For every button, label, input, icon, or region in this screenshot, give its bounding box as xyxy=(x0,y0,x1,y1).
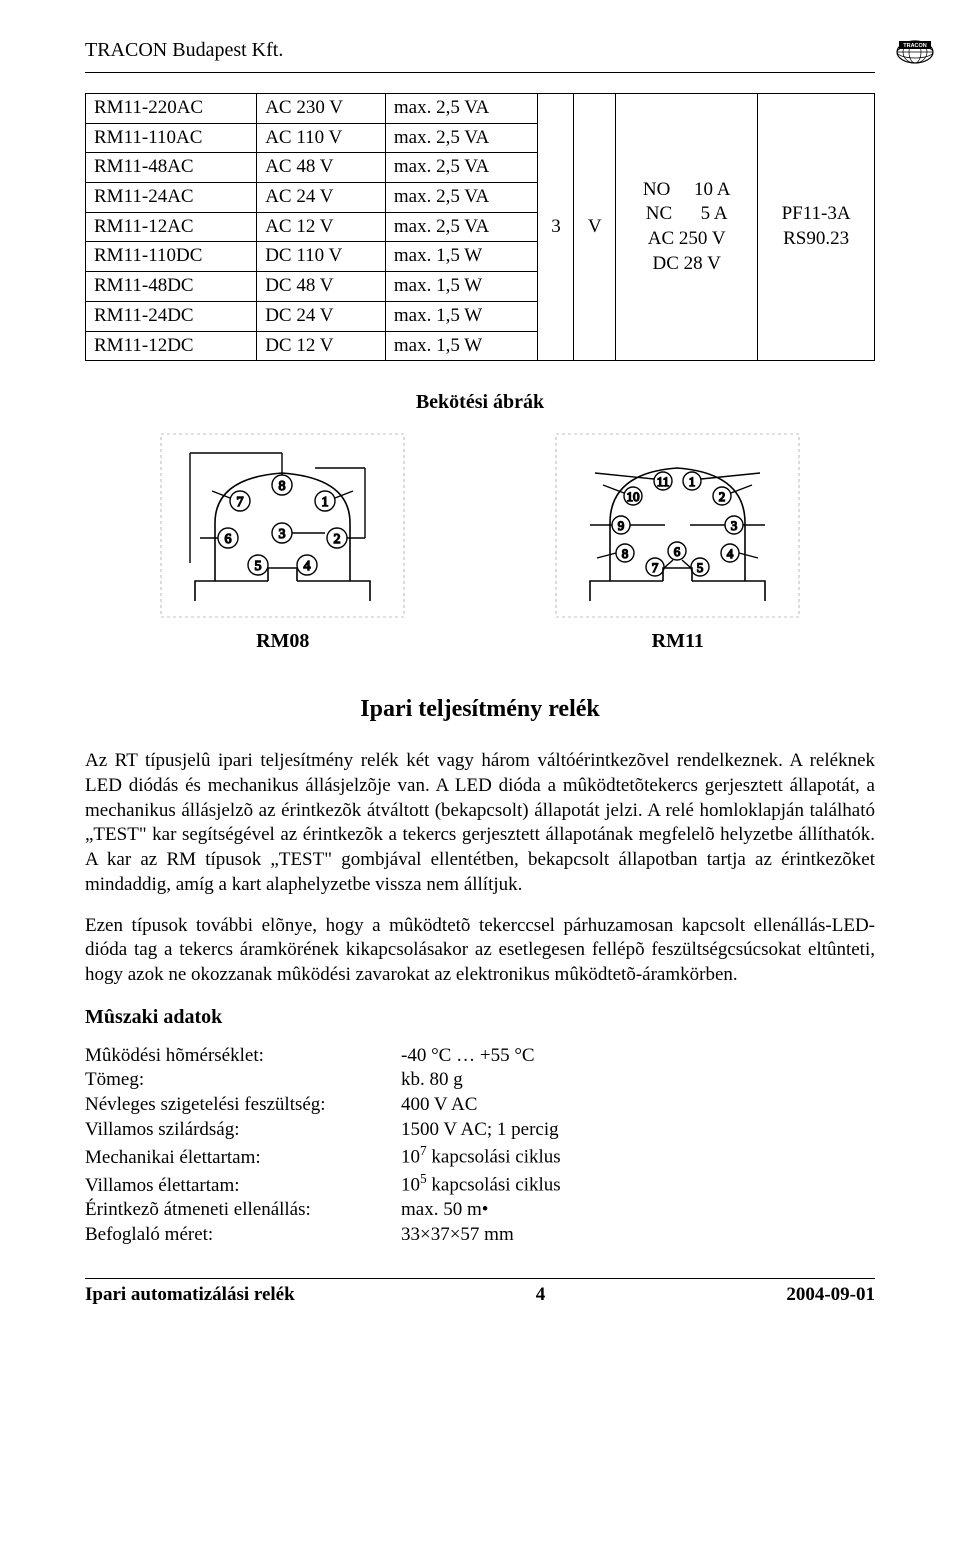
table-cell: RM11-12AC xyxy=(86,212,257,242)
spec-row: Befoglaló méret:33×37×57 mm xyxy=(85,1223,567,1248)
paragraph-2: Ezen típusok további elõnye, hogy a mûkö… xyxy=(85,914,875,988)
spec-label: Mechanikai élettartam: xyxy=(85,1142,401,1170)
spec-value: kb. 80 g xyxy=(401,1068,567,1093)
svg-text:7: 7 xyxy=(652,560,659,575)
table-cell-merged: PF11-3A RS90.23 xyxy=(758,94,875,361)
table-cell: DC 48 V xyxy=(257,272,386,302)
spec-row: Villamos élettartam:105 kapcsolási ciklu… xyxy=(85,1170,567,1198)
table-cell: AC 12 V xyxy=(257,212,386,242)
table-cell: max. 2,5 VA xyxy=(385,123,538,153)
specs-heading: Mûszaki adatok xyxy=(85,1004,875,1030)
svg-text:6: 6 xyxy=(674,544,681,559)
diagram-rm08: 8 7 1 6 2 3 5 4 xyxy=(160,433,405,618)
table-cell: max. 1,5 W xyxy=(385,242,538,272)
diagram-labels-row: RM08 RM11 xyxy=(85,628,875,654)
spec-row: Villamos szilárdság:1500 V AC; 1 percig xyxy=(85,1118,567,1143)
table-cell: DC 110 V xyxy=(257,242,386,272)
svg-text:10: 10 xyxy=(627,489,640,504)
spec-row: Névleges szigetelési feszültség:400 V AC xyxy=(85,1093,567,1118)
diagram-rm11: 11 1 10 2 9 3 8 4 7 5 6 xyxy=(555,433,800,618)
table-cell: DC 12 V xyxy=(257,331,386,361)
page-header: TRACON Budapest Kft. TRACON xyxy=(85,30,875,73)
tracon-logo-icon: TRACON xyxy=(895,30,935,70)
spec-label: Névleges szigetelési feszültség: xyxy=(85,1093,401,1118)
footer-page-number: 4 xyxy=(536,1283,546,1308)
specs-table: Mûködési hõmérséklet:-40 °C … +55 °CTöme… xyxy=(85,1044,567,1248)
svg-text:4: 4 xyxy=(727,546,734,561)
table-cell: max. 1,5 W xyxy=(385,301,538,331)
diagrams-heading: Bekötési ábrák xyxy=(85,389,875,415)
spec-value: 400 V AC xyxy=(401,1093,567,1118)
spec-value: 1500 V AC; 1 percig xyxy=(401,1118,567,1143)
table-cell: RM11-24DC xyxy=(86,301,257,331)
spec-value: 107 kapcsolási ciklus xyxy=(401,1142,567,1170)
spec-value: 105 kapcsolási ciklus xyxy=(401,1170,567,1198)
spec-row: Mechanikai élettartam:107 kapcsolási cik… xyxy=(85,1142,567,1170)
main-heading: Ipari teljesítmény relék xyxy=(85,694,875,725)
svg-text:6: 6 xyxy=(225,532,232,547)
table-cell: max. 1,5 W xyxy=(385,272,538,302)
table-cell: RM11-12DC xyxy=(86,331,257,361)
table-cell: AC 48 V xyxy=(257,153,386,183)
svg-text:9: 9 xyxy=(618,518,625,533)
svg-text:8: 8 xyxy=(279,479,286,494)
table-row: RM11-220ACAC 230 Vmax. 2,5 VA3VNO 10 A N… xyxy=(86,94,875,124)
table-cell: RM11-48AC xyxy=(86,153,257,183)
page-footer: Ipari automatizálási relék 4 2004-09-01 xyxy=(85,1278,875,1308)
svg-text:3: 3 xyxy=(279,527,286,542)
svg-text:3: 3 xyxy=(731,518,738,533)
table-cell: AC 24 V xyxy=(257,183,386,213)
relay-table: RM11-220ACAC 230 Vmax. 2,5 VA3VNO 10 A N… xyxy=(85,93,875,361)
svg-text:TRACON: TRACON xyxy=(903,43,927,49)
table-cell: max. 2,5 VA xyxy=(385,212,538,242)
spec-label: Befoglaló méret: xyxy=(85,1223,401,1248)
svg-text:1: 1 xyxy=(322,495,329,510)
spec-label: Villamos élettartam: xyxy=(85,1170,401,1198)
table-cell: DC 24 V xyxy=(257,301,386,331)
svg-text:2: 2 xyxy=(719,489,726,504)
spec-label: Tömeg: xyxy=(85,1068,401,1093)
spec-value: -40 °C … +55 °C xyxy=(401,1044,567,1069)
table-cell: AC 230 V xyxy=(257,94,386,124)
spec-row: Érintkezõ átmeneti ellenállás:max. 50 m• xyxy=(85,1198,567,1223)
table-cell: AC 110 V xyxy=(257,123,386,153)
diagram-label-rm11: RM11 xyxy=(652,628,704,654)
table-cell: RM11-48DC xyxy=(86,272,257,302)
paragraph-1: Az RT típusjelû ipari teljesítmény relék… xyxy=(85,749,875,897)
table-cell: RM11-110AC xyxy=(86,123,257,153)
spec-label: Villamos szilárdság: xyxy=(85,1118,401,1143)
spec-row: Tömeg:kb. 80 g xyxy=(85,1068,567,1093)
svg-text:5: 5 xyxy=(697,560,704,575)
svg-text:8: 8 xyxy=(622,546,629,561)
spec-value: max. 50 m• xyxy=(401,1198,567,1223)
diagram-label-rm08: RM08 xyxy=(256,628,309,654)
footer-left: Ipari automatizálási relék xyxy=(85,1283,295,1308)
svg-text:4: 4 xyxy=(304,559,311,574)
footer-date: 2004-09-01 xyxy=(786,1283,875,1308)
svg-text:2: 2 xyxy=(334,532,341,547)
table-cell: RM11-110DC xyxy=(86,242,257,272)
svg-text:5: 5 xyxy=(255,559,262,574)
spec-value: 33×37×57 mm xyxy=(401,1223,567,1248)
table-cell: max. 2,5 VA xyxy=(385,183,538,213)
table-cell: max. 2,5 VA xyxy=(385,94,538,124)
table-cell-merged: 3 xyxy=(538,94,574,361)
table-cell: max. 1,5 W xyxy=(385,331,538,361)
table-cell: RM11-220AC xyxy=(86,94,257,124)
svg-text:11: 11 xyxy=(657,474,670,489)
spec-label: Mûködési hõmérséklet: xyxy=(85,1044,401,1069)
table-cell: RM11-24AC xyxy=(86,183,257,213)
svg-text:7: 7 xyxy=(237,495,244,510)
spec-row: Mûködési hõmérséklet:-40 °C … +55 °C xyxy=(85,1044,567,1069)
table-cell-merged: NO 10 A NC 5 A AC 250 V DC 28 V xyxy=(616,94,758,361)
table-cell-merged: V xyxy=(574,94,616,361)
table-cell: max. 2,5 VA xyxy=(385,153,538,183)
svg-text:1: 1 xyxy=(689,474,696,489)
wiring-diagrams: 8 7 1 6 2 3 5 4 xyxy=(85,433,875,618)
company-name: TRACON Budapest Kft. xyxy=(85,37,283,63)
spec-label: Érintkezõ átmeneti ellenállás: xyxy=(85,1198,401,1223)
